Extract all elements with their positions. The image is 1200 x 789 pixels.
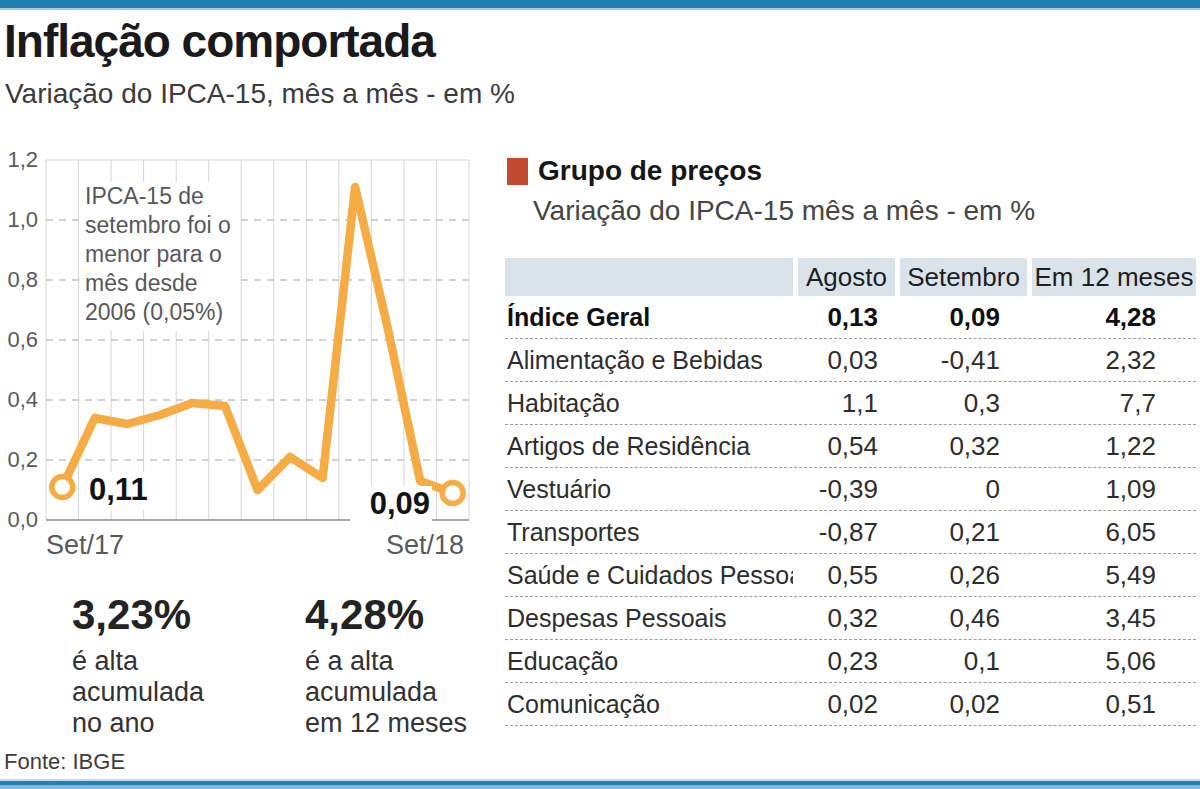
row-label: Transportes <box>505 518 793 547</box>
y-axis-tick: 0,8 <box>0 267 38 293</box>
table-row: Habitação 1,1 0,3 7,7 <box>505 382 1196 425</box>
point-label-first: 0,11 <box>87 472 152 510</box>
cell-setembro: 0,3 <box>900 388 1027 419</box>
stat-12m-line: acumulada <box>305 677 467 708</box>
stat-12m: 4,28% é a alta acumulada em 12 meses <box>305 592 467 739</box>
y-axis-tick: 0,4 <box>0 387 38 413</box>
cell-12meses: 2,32 <box>1032 345 1196 376</box>
cell-setembro: 0,09 <box>900 302 1027 333</box>
stat-ytd-line: é alta <box>72 646 204 677</box>
table-row: Saúde e Cuidados Pessoais 0,55 0,26 5,49 <box>505 554 1196 597</box>
chart-annotation: IPCA-15 de setembro foi o menor para o m… <box>85 182 240 331</box>
row-label: Vestuário <box>505 475 793 504</box>
stat-ytd-value: 3,23% <box>72 592 204 638</box>
bottom-accent-bar-fade <box>0 785 1200 789</box>
cell-setembro: 0,21 <box>900 517 1027 548</box>
cell-agosto: 0,23 <box>798 646 895 677</box>
infographic: Inflação comportada Variação do IPCA-15,… <box>0 0 1200 789</box>
cell-setembro: 0 <box>900 474 1027 505</box>
row-label: Índice Geral <box>505 303 793 332</box>
table-header: Agosto Setembro Em 12 meses <box>505 258 1196 296</box>
page-title: Inflação comportada <box>4 14 435 68</box>
cell-setembro: 0,02 <box>900 689 1027 720</box>
row-label: Artigos de Residência <box>505 432 793 461</box>
stat-12m-value: 4,28% <box>305 592 467 638</box>
cell-agosto: 1,1 <box>798 388 895 419</box>
cell-agosto: 0,32 <box>798 603 895 634</box>
cell-setembro: 0,46 <box>900 603 1027 634</box>
row-label: Saúde e Cuidados Pessoais <box>505 561 793 590</box>
table-row: Comunicação 0,02 0,02 0,51 <box>505 683 1196 726</box>
cell-12meses: 6,05 <box>1032 517 1196 548</box>
col-header-setembro: Setembro <box>900 258 1027 296</box>
col-header-12meses: Em 12 meses <box>1032 258 1196 296</box>
point-label-last: 0,09 <box>350 486 432 524</box>
source-note: Fonte: IBGE <box>4 749 125 775</box>
top-accent-bar-soft <box>0 8 1200 10</box>
cell-agosto: 0,03 <box>798 345 895 376</box>
stat-12m-line: em 12 meses <box>305 708 467 739</box>
cell-12meses: 1,09 <box>1032 474 1196 505</box>
stat-ytd-line: acumulada <box>72 677 204 708</box>
page-subtitle: Variação do IPCA-15, mês a mês - em % <box>5 78 515 110</box>
row-label: Alimentação e Bebidas <box>505 346 793 375</box>
cell-12meses: 1,22 <box>1032 431 1196 462</box>
y-axis-tick: 0,6 <box>0 327 38 353</box>
cell-agosto: 0,02 <box>798 689 895 720</box>
table-row: Educação 0,23 0,1 5,06 <box>505 640 1196 683</box>
cell-agosto: 0,55 <box>798 560 895 591</box>
cell-setembro: -0,41 <box>900 345 1027 376</box>
col-header-empty <box>505 258 793 296</box>
cell-12meses: 7,7 <box>1032 388 1196 419</box>
cell-12meses: 5,06 <box>1032 646 1196 677</box>
cell-setembro: 0,26 <box>900 560 1027 591</box>
table-row: Artigos de Residência 0,54 0,32 1,22 <box>505 425 1196 468</box>
x-axis-label-end: Set/18 <box>378 530 464 561</box>
x-axis-label-start: Set/17 <box>46 530 124 561</box>
top-accent-bar <box>0 0 1200 8</box>
table-row: Despesas Pessoais 0,32 0,46 3,45 <box>505 597 1196 640</box>
row-label: Despesas Pessoais <box>505 604 793 633</box>
price-table: Agosto Setembro Em 12 meses Índice Geral… <box>505 258 1196 726</box>
y-axis-tick: 0,2 <box>0 447 38 473</box>
y-axis-tick: 0,0 <box>0 507 38 533</box>
row-label: Educação <box>505 647 793 676</box>
ipca-line-chart-block: 1,2 1,0 0,8 0,6 0,4 0,2 0,0 IPCA-15 de s… <box>0 150 500 570</box>
cell-setembro: 0,1 <box>900 646 1027 677</box>
cell-12meses: 4,28 <box>1032 302 1196 333</box>
table-row: Índice Geral 0,13 0,09 4,28 <box>505 296 1196 339</box>
y-axis-tick: 1,2 <box>0 147 38 173</box>
cell-agosto: -0,87 <box>798 517 895 548</box>
cell-setembro: 0,32 <box>900 431 1027 462</box>
stat-12m-line: é a alta <box>305 646 467 677</box>
section-subtitle: Variação do IPCA-15 mês a mês - em % <box>533 195 1035 227</box>
stat-ytd-line: no ano <box>72 708 204 739</box>
table-row: Transportes -0,87 0,21 6,05 <box>505 511 1196 554</box>
row-label: Comunicação <box>505 690 793 719</box>
cell-12meses: 0,51 <box>1032 689 1196 720</box>
cell-agosto: 0,13 <box>798 302 895 333</box>
y-axis-tick: 1,0 <box>0 207 38 233</box>
section-title: Grupo de preços <box>538 155 762 187</box>
table-row: Vestuário -0,39 0 1,09 <box>505 468 1196 511</box>
table-row: Alimentação e Bebidas 0,03 -0,41 2,32 <box>505 339 1196 382</box>
cell-agosto: 0,54 <box>798 431 895 462</box>
col-header-agosto: Agosto <box>798 258 895 296</box>
section-bullet-icon <box>507 158 528 185</box>
row-label: Habitação <box>505 389 793 418</box>
cell-12meses: 3,45 <box>1032 603 1196 634</box>
cell-12meses: 5,49 <box>1032 560 1196 591</box>
stat-ytd: 3,23% é alta acumulada no ano <box>72 592 204 739</box>
cell-agosto: -0,39 <box>798 474 895 505</box>
